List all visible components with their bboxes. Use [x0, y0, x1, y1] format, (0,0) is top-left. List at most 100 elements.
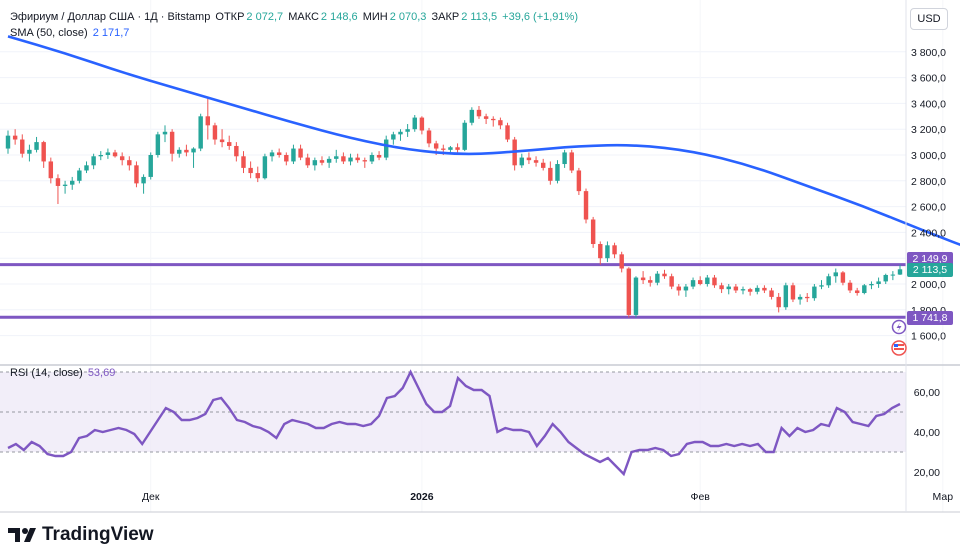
candle-body [112, 152, 118, 157]
candle [747, 287, 753, 296]
rsi-axis: 60,00 40,00 20,00 [914, 387, 940, 479]
candle [683, 284, 689, 297]
symbol-title[interactable]: Эфириум / Доллар США · 1Д · Bitstamp [10, 11, 211, 23]
lightning-icon[interactable] [891, 319, 907, 335]
candle [805, 293, 810, 303]
candle-body [619, 254, 624, 269]
candle-body [469, 109, 475, 123]
candle-body [676, 286, 681, 291]
candle-body [198, 116, 203, 149]
candle-body [362, 160, 368, 162]
rsi-label: RSI (14, close) [10, 367, 83, 379]
candle [219, 129, 225, 148]
candle-body [62, 184, 68, 186]
candle [769, 287, 774, 300]
candle-body [55, 178, 61, 186]
candle [48, 157, 54, 184]
change-value: +39,6 (+1,91%) [502, 11, 578, 23]
candle [669, 273, 674, 290]
candle [269, 149, 275, 162]
candle-body [341, 156, 346, 162]
candle-body [590, 219, 596, 245]
candle-body [212, 125, 218, 140]
candle [284, 152, 289, 166]
candle [755, 285, 760, 295]
time-axis: Дек 2026 Фев Мар [142, 491, 953, 503]
candle [298, 144, 303, 161]
candle-body [462, 122, 467, 150]
candle-body [540, 162, 546, 168]
sma-legend[interactable]: SMA (50, close) 2 171,7 [10, 27, 131, 39]
candle [355, 153, 360, 163]
candle [84, 161, 89, 174]
price-tick-label: 3 600,0 [911, 73, 946, 85]
candle-body [626, 268, 632, 315]
candle-body [790, 285, 796, 300]
candle-body [284, 155, 289, 162]
candle-body [98, 155, 103, 157]
candle-body [169, 131, 175, 154]
candle [127, 156, 132, 171]
candle-body [883, 274, 888, 282]
open-value: 2 072,7 [246, 11, 284, 23]
candle [348, 153, 353, 166]
candle-body [91, 156, 96, 166]
candle-body [712, 277, 717, 286]
candle [412, 115, 417, 132]
candle-body [662, 273, 667, 277]
rsi-tick-label: 60,00 [914, 387, 940, 399]
candle [326, 156, 332, 168]
candle-body [269, 152, 275, 157]
candle-body [105, 152, 111, 155]
tradingview-logo[interactable]: TradingView [8, 524, 154, 546]
candle [405, 124, 410, 137]
candle [840, 271, 846, 286]
candle [690, 277, 696, 290]
candle-body [20, 139, 25, 154]
candle-body [555, 164, 560, 181]
candle [726, 284, 731, 295]
candle [141, 174, 146, 194]
rsi-legend[interactable]: RSI (14, close) 53,69 [10, 367, 117, 379]
candle-body [840, 272, 846, 283]
close-value: 2 113,5 [461, 11, 498, 23]
candle [526, 152, 532, 165]
candle-body [219, 139, 225, 143]
time-tick-label: 2026 [410, 491, 434, 503]
currency-button[interactable]: USD [910, 8, 948, 30]
candle [398, 129, 403, 141]
candle-body [483, 116, 489, 119]
candle [883, 273, 888, 284]
candle-body [27, 149, 32, 154]
candle-body [319, 160, 325, 163]
candlesticks [5, 98, 903, 318]
candle [262, 153, 268, 180]
us-flag-icon[interactable] [891, 340, 907, 356]
rsi-line [7, 369, 901, 477]
candle-body [148, 155, 153, 177]
candle [626, 267, 632, 318]
candle-body [48, 161, 54, 179]
candle [576, 167, 582, 195]
candle [376, 151, 382, 161]
candle-body [548, 167, 553, 181]
candle-body [305, 157, 310, 166]
candle [184, 144, 189, 157]
price-tick-label: 3 400,0 [911, 98, 946, 110]
candle [462, 120, 467, 152]
candle-body [255, 173, 260, 179]
candle [134, 161, 139, 188]
candle-body [162, 131, 168, 135]
price-tick-label: 2 600,0 [911, 202, 946, 214]
candle-body [476, 109, 482, 117]
candle [740, 286, 746, 295]
candle [705, 274, 710, 287]
candle [77, 167, 82, 184]
candle [62, 180, 68, 194]
rsi-tick-label: 40,00 [914, 427, 940, 439]
candle-body [826, 276, 831, 286]
candle-body [119, 156, 125, 161]
candle [119, 152, 125, 166]
